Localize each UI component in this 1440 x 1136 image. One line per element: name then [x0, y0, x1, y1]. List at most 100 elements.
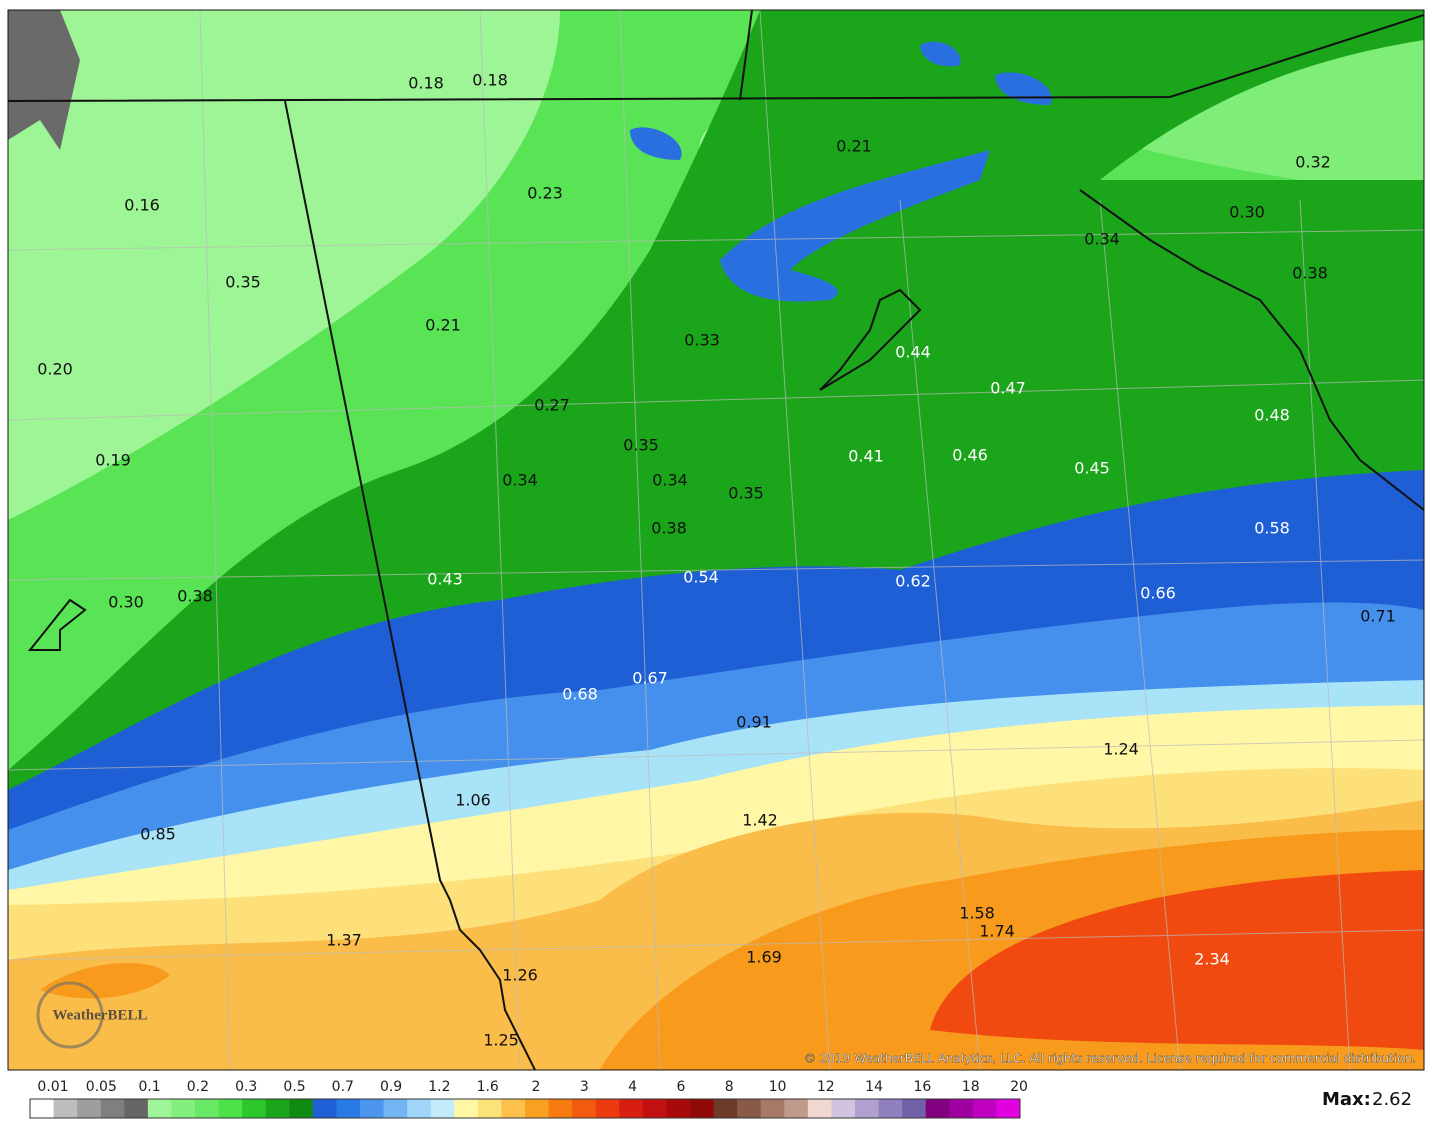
value-label: 1.37 — [326, 931, 362, 950]
legend-swatch — [855, 1099, 880, 1118]
value-label: 0.34 — [652, 471, 688, 490]
value-label: 0.58 — [1254, 519, 1290, 538]
legend-swatch — [218, 1099, 243, 1118]
legend-tick-label: 1.6 — [477, 1079, 499, 1095]
legend-swatch — [407, 1099, 432, 1118]
legend-swatch — [548, 1099, 573, 1118]
legend-swatch — [902, 1099, 927, 1118]
legend-swatch — [430, 1099, 455, 1118]
legend-swatch — [124, 1099, 149, 1118]
legend-tick-label: 1.2 — [428, 1079, 450, 1095]
value-label: 0.18 — [472, 71, 508, 90]
max-label: Max: — [1322, 1089, 1371, 1110]
legend-swatch — [501, 1099, 526, 1118]
value-label: 0.35 — [623, 436, 659, 455]
legend-swatch — [642, 1099, 667, 1118]
precip-field — [8, 10, 1424, 1070]
legend-swatch — [100, 1099, 125, 1118]
value-label: 0.66 — [1140, 584, 1176, 603]
legend-swatch — [289, 1099, 314, 1118]
legend-swatch — [336, 1099, 361, 1118]
legend-swatch — [619, 1099, 644, 1118]
legend-swatch — [525, 1099, 550, 1118]
legend-tick-label: 0.7 — [332, 1079, 354, 1095]
legend-tick-label: 0.9 — [380, 1079, 402, 1095]
legend-swatch — [713, 1099, 738, 1118]
legend-swatch — [807, 1099, 832, 1118]
legend-swatch — [477, 1099, 502, 1118]
legend-tick-label: 10 — [769, 1079, 787, 1095]
value-label: 0.91 — [736, 713, 772, 732]
legend-swatch — [195, 1099, 220, 1118]
value-label: 0.35 — [728, 484, 764, 503]
legend-swatch — [383, 1099, 408, 1118]
value-label: 0.38 — [177, 587, 213, 606]
legend-tick-label: 2 — [532, 1079, 541, 1095]
legend-swatch — [690, 1099, 715, 1118]
legend-tick-label: 0.01 — [37, 1079, 68, 1095]
legend-tick-label: 20 — [1010, 1079, 1028, 1095]
legend-swatch — [972, 1099, 997, 1118]
value-label: 0.67 — [632, 669, 668, 688]
legend-tick-label: 0.05 — [86, 1079, 117, 1095]
legend-swatch — [147, 1099, 172, 1118]
legend-tick-label: 3 — [580, 1079, 589, 1095]
value-label: 0.35 — [225, 273, 261, 292]
legend-swatch — [831, 1099, 856, 1118]
legend-swatch — [30, 1099, 55, 1118]
value-label: 2.34 — [1194, 950, 1230, 969]
value-label: 1.25 — [483, 1031, 519, 1050]
value-label: 0.54 — [683, 568, 719, 587]
value-label: 0.19 — [95, 451, 131, 470]
value-label: 0.44 — [895, 343, 931, 362]
value-label: 0.18 — [408, 74, 444, 93]
value-label: 1.06 — [455, 791, 491, 810]
value-label: 0.30 — [108, 593, 144, 612]
legend-swatch — [265, 1099, 290, 1118]
value-label: 0.16 — [124, 196, 160, 215]
value-label: 1.58 — [959, 904, 995, 923]
logo: WeatherBELL — [36, 981, 148, 1049]
legend-tick-label: 18 — [962, 1079, 980, 1095]
legend-frame — [29, 1098, 1021, 1119]
value-label: 1.26 — [502, 966, 538, 985]
value-label: 1.74 — [979, 922, 1015, 941]
value-label: 0.71 — [1360, 607, 1396, 626]
legend-tick-label: 16 — [913, 1079, 931, 1095]
legend-tick-label: 4 — [628, 1079, 637, 1095]
value-label: 0.41 — [848, 447, 884, 466]
legend-swatch — [595, 1099, 620, 1118]
copyright: © 2019 WeatherBELL Analytics, LLC. All r… — [804, 1052, 1416, 1066]
legend-tick-label: 0.2 — [187, 1079, 209, 1095]
value-label: 0.45 — [1074, 459, 1110, 478]
value-label: 0.48 — [1254, 406, 1290, 425]
legend-tick-label: 0.3 — [235, 1079, 257, 1095]
legend-tick-label: 0.1 — [138, 1079, 160, 1095]
legend-tick-label: 8 — [725, 1079, 734, 1095]
value-label: 1.42 — [742, 811, 778, 830]
value-label: 0.33 — [684, 331, 720, 350]
legend-swatch — [878, 1099, 903, 1118]
value-label: 0.46 — [952, 446, 988, 465]
value-label: 0.38 — [1292, 264, 1328, 283]
value-label: 1.24 — [1103, 740, 1139, 759]
logo-text: WeatherBELL — [52, 1007, 147, 1023]
value-label: 0.20 — [37, 360, 73, 379]
legend-tick-label: 14 — [865, 1079, 883, 1095]
legend-swatch — [925, 1099, 950, 1118]
value-label: 0.32 — [1295, 153, 1331, 172]
legend-swatch — [454, 1099, 479, 1118]
value-label: 0.34 — [1084, 230, 1120, 249]
value-label: 0.21 — [425, 316, 461, 335]
value-label: 0.85 — [140, 825, 176, 844]
legend-swatch — [996, 1099, 1021, 1118]
value-label: 0.62 — [895, 572, 931, 591]
legend-swatch — [77, 1099, 102, 1118]
legend-swatch — [572, 1099, 597, 1118]
legend-swatch — [53, 1099, 78, 1118]
value-label: 0.23 — [527, 184, 563, 203]
value-label: 0.21 — [836, 137, 872, 156]
legend-swatch — [949, 1099, 974, 1118]
legend-swatch — [171, 1099, 196, 1118]
